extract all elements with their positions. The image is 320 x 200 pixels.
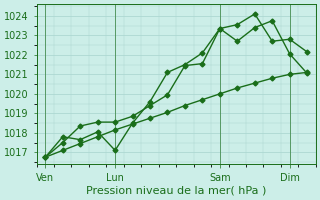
X-axis label: Pression niveau de la mer( hPa ): Pression niveau de la mer( hPa ) [86,186,266,196]
